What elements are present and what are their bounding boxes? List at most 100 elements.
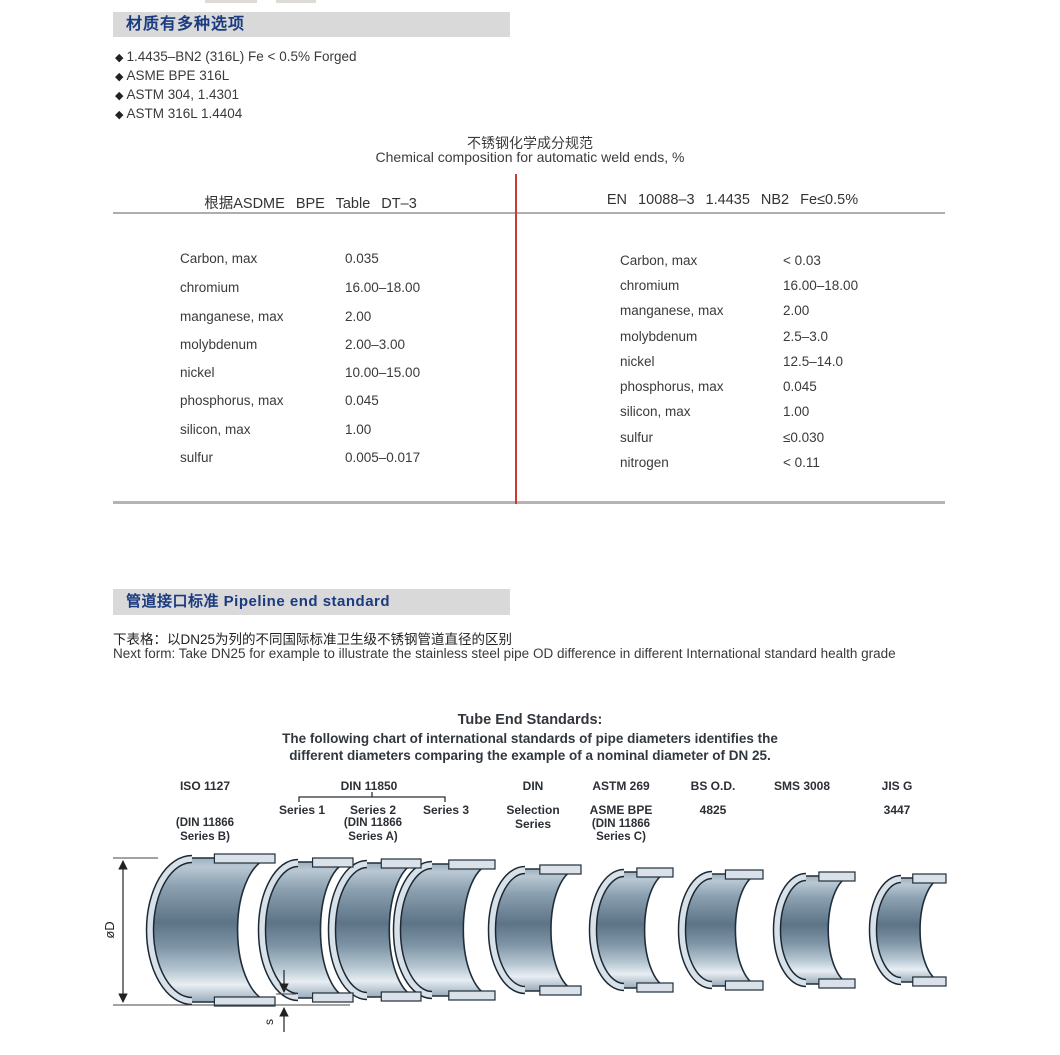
element-value: < 0.11 (783, 455, 820, 470)
element-label: sulfur (620, 430, 654, 445)
table-row: manganese, max 2.00 (620, 303, 809, 318)
tube-end-standards-diagram: øD s (102, 792, 947, 1032)
section-header-materials: 材质有多种选项 (113, 12, 510, 37)
composition-title-en: Chemical composition for automatic weld … (375, 149, 685, 165)
element-label: Carbon, max (620, 253, 698, 268)
sublabel-line: Series B) (180, 830, 230, 843)
element-value: ≤0.030 (783, 430, 825, 445)
material-bullet-text: 1.4435–BN2 (316L) Fe < 0.5% Forged (126, 49, 357, 64)
element-value: 1.00 (783, 404, 810, 419)
column-sublabel-series-a: (DIN 11866 Series A) (344, 817, 402, 844)
element-value: 16.00–18.00 (783, 278, 859, 293)
column-label-jis-g: JIS G (881, 779, 913, 793)
column-label-din: DIN (522, 779, 544, 793)
element-value: < 0.03 (783, 253, 821, 268)
sublabel-line: (DIN 11866 (175, 817, 235, 829)
table-row: nickel 10.00–15.00 (180, 365, 420, 380)
pipeline-subtitle-en: Next form: Take DN25 for example to illu… (113, 646, 896, 661)
element-value: 2.00 (783, 303, 810, 318)
pipe-astm-269-asme-bpe-din-11866-series-c- (588, 867, 674, 993)
element-value: 10.00–15.00 (345, 365, 421, 380)
table-row: Carbon, max < 0.03 (620, 253, 821, 268)
column-sublabel-bs-4825: 4825 (699, 803, 727, 817)
table-row: nickel 12.5–14.0 (620, 354, 843, 369)
table-row: Carbon, max 0.035 (180, 251, 379, 266)
pipeline-subtitle-zh: 下表格：以DN25为列的不同国际标准卫生级不锈钢管道直径的区别 (113, 632, 513, 647)
element-label: nickel (180, 365, 215, 380)
table-row: molybdenum 2.00–3.00 (180, 337, 405, 352)
element-label: chromium (620, 278, 680, 293)
diameter-label: øD (102, 921, 117, 938)
sublabel-line: ASME BPE (589, 803, 653, 817)
material-bullet-text: ASTM 316L 1.4404 (126, 106, 243, 121)
table-row: sulfur 0.005–0.017 (180, 450, 420, 465)
element-label: silicon, max (180, 422, 251, 437)
element-label: manganese, max (180, 309, 284, 324)
column-label-bs-od: BS O.D. (690, 779, 736, 793)
element-value: 0.045 (783, 379, 817, 394)
element-label: nitrogen (620, 455, 669, 470)
pipe-din-11850-series-3 (392, 859, 496, 1001)
element-label: phosphorus, max (180, 393, 284, 408)
column-label-series-3: Series 3 (422, 803, 470, 817)
table-row: phosphorus, max 0.045 (180, 393, 379, 408)
element-label: manganese, max (620, 303, 724, 318)
column-sublabel-iso: (DIN 11866 Series B) (176, 817, 234, 844)
print-artifact (276, 0, 316, 3)
material-bullet: ◆ 1.4435–BN2 (316L) Fe < 0.5% Forged (115, 49, 357, 64)
table-row: silicon, max 1.00 (180, 422, 371, 437)
column-sublabel-jis-3447: 3447 (883, 803, 911, 817)
pipe-jis-g-3447 (868, 873, 947, 987)
element-value: 16.00–18.00 (345, 280, 421, 295)
pipe-din-selection-series (487, 864, 582, 996)
sublabel-line: Series (514, 816, 552, 831)
table-row: manganese, max 2.00 (180, 309, 371, 324)
figure-desc-line1: The following chart of international sta… (282, 731, 778, 746)
element-value: 12.5–14.0 (783, 354, 844, 369)
left-table-header: 根据ASDME BPE Table DT–3 (204, 196, 417, 212)
diamond-bullet-icon: ◆ (115, 90, 124, 102)
element-label: silicon, max (620, 404, 691, 419)
table-row: phosphorus, max 0.045 (620, 379, 817, 394)
figure-desc-line2: different diameters comparing the exampl… (289, 748, 771, 763)
table-bottom-rule (113, 501, 945, 504)
table-row: sulfur ≤0.030 (620, 430, 824, 445)
table-row: chromium 16.00–18.00 (620, 278, 858, 293)
print-artifact (205, 0, 257, 3)
sublabel-line: Selection (506, 803, 560, 817)
column-sublabel-asme-bpe: ASME BPE (DIN 11866 Series C) (589, 803, 653, 845)
element-value: 0.045 (345, 393, 379, 408)
pipe-din-11850-series-2-din-11866-series-a- (327, 858, 422, 1002)
diamond-bullet-icon: ◆ (115, 52, 124, 64)
element-label: molybdenum (620, 329, 698, 344)
pipes-layer (145, 853, 947, 1007)
element-value: 2.5–3.0 (783, 329, 829, 344)
red-divider-line (515, 174, 517, 504)
column-label-series-2: Series 2 (349, 803, 397, 817)
element-label: sulfur (180, 450, 214, 465)
material-bullet-text: ASTM 304, 1.4301 (126, 87, 240, 102)
diamond-bullet-icon: ◆ (115, 109, 124, 121)
wall-thickness-label: s (262, 1019, 276, 1025)
element-value: 1.00 (345, 422, 372, 437)
element-label: molybdenum (180, 337, 258, 352)
column-label-series-1: Series 1 (278, 803, 326, 817)
element-label: chromium (180, 280, 240, 295)
pipe-sms-3008 (772, 871, 856, 989)
element-label: phosphorus, max (620, 379, 724, 394)
table-top-rule (113, 212, 945, 214)
element-value: 0.035 (345, 251, 379, 266)
wall-thickness-dimension: s (262, 970, 296, 1032)
pipe-iso-1127-din-11866-series-b- (145, 853, 276, 1007)
right-table-header: EN 10088–3 1.4435 NB2 Fe≤0.5% (606, 192, 859, 208)
composition-title-zh: 不锈钢化学成分规范 (467, 135, 593, 151)
table-row: molybdenum 2.5–3.0 (620, 329, 828, 344)
column-label-iso-1127: ISO 1127 (179, 779, 231, 793)
sublabel-line: Series C) (596, 831, 646, 843)
material-bullet: ◆ ASTM 304, 1.4301 (115, 87, 239, 102)
table-row: silicon, max 1.00 (620, 404, 809, 419)
element-value: 2.00 (345, 309, 372, 324)
column-label-din-11850: DIN 11850 (340, 779, 398, 793)
din-11850-bracket (298, 792, 446, 802)
column-label-astm-269: ASTM 269 (592, 779, 650, 793)
